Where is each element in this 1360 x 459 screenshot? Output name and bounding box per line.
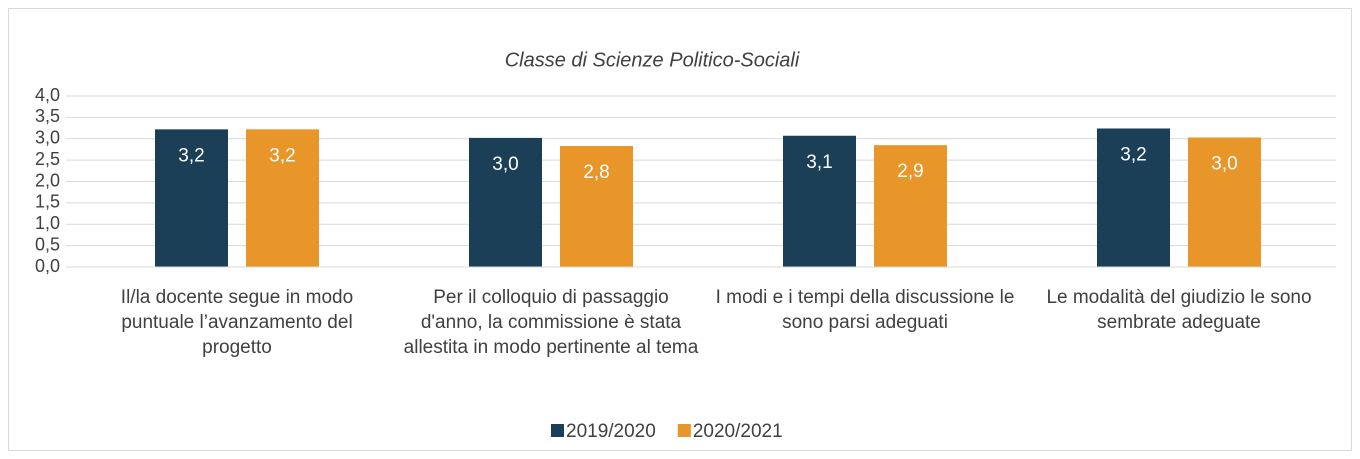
x-tick-label: I modi e i tempi della discussione le son… [716, 287, 1015, 333]
data-label: 3,0 [1211, 153, 1237, 174]
x-tick-label: Le modalità del giudizio le sono sembrate… [1046, 287, 1311, 333]
y-tick-label: 0,0 [35, 256, 60, 276]
bar [246, 129, 319, 267]
bar [1188, 137, 1261, 267]
y-tick-label: 2,5 [35, 149, 60, 169]
data-label: 3,1 [806, 152, 832, 173]
legend-swatch [677, 424, 691, 437]
bar [469, 137, 542, 267]
y-tick-label: 0,5 [35, 234, 60, 254]
y-tick-label: 3,5 [35, 106, 60, 126]
y-tick-label: 3,0 [35, 128, 60, 148]
y-tick-label: 4,0 [35, 85, 60, 105]
chart-title: Classe di Scienze Politico-Sociali [505, 49, 800, 71]
y-tick-label: 1,5 [35, 192, 60, 212]
data-label: 2,8 [583, 162, 609, 183]
legend-label: 2019/2020 [566, 421, 656, 442]
bar [874, 145, 947, 267]
bar [155, 129, 228, 267]
y-tick-label: 2,0 [35, 170, 60, 190]
bar [1097, 128, 1170, 267]
data-label: 3,0 [492, 154, 518, 175]
bar [560, 146, 633, 267]
x-tick-label: Il/la docente segue in modo puntuale l’av… [121, 287, 353, 358]
legend-label: 2020/2021 [693, 421, 783, 442]
legend-swatch [551, 424, 564, 437]
data-label: 3,2 [269, 145, 295, 166]
data-label: 2,9 [897, 161, 923, 182]
x-tick-label: Per il colloquio di passaggio d'anno, la … [404, 287, 699, 358]
y-tick-label: 1,0 [35, 213, 60, 233]
data-label: 3,2 [178, 145, 204, 166]
data-label: 3,2 [1120, 145, 1146, 166]
bar [783, 135, 856, 267]
